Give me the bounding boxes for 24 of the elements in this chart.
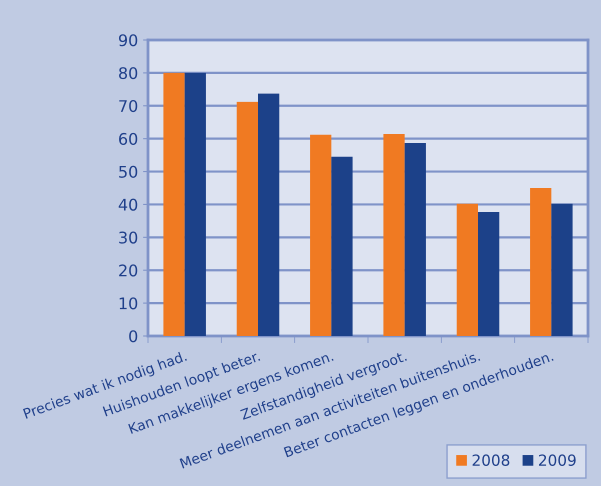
bar <box>530 188 552 336</box>
bar <box>383 134 405 336</box>
y-tick-label: 30 <box>119 232 138 244</box>
bar <box>478 212 500 336</box>
bar <box>163 72 185 336</box>
bar <box>236 102 258 336</box>
y-tick-label: 40 <box>118 198 138 211</box>
bar <box>331 156 353 336</box>
y-tick-label: 50 <box>119 166 138 178</box>
bar <box>310 134 332 336</box>
bar <box>404 142 426 336</box>
y-tick-label: 10 <box>120 297 138 310</box>
y-tick-label: 0 <box>129 330 138 342</box>
bar <box>184 72 206 336</box>
y-tick-label: 90 <box>118 34 138 46</box>
y-tick-label: 20 <box>119 264 138 277</box>
y-tick-label: 60 <box>119 132 138 145</box>
y-tick-label: 70 <box>119 100 138 112</box>
y-tick-label: 80 <box>119 67 138 80</box>
legend-label: 2009 <box>538 454 576 466</box>
bar <box>258 94 280 336</box>
bar <box>456 204 478 336</box>
bar <box>551 204 573 336</box>
legend-label: 2008 <box>472 454 510 466</box>
